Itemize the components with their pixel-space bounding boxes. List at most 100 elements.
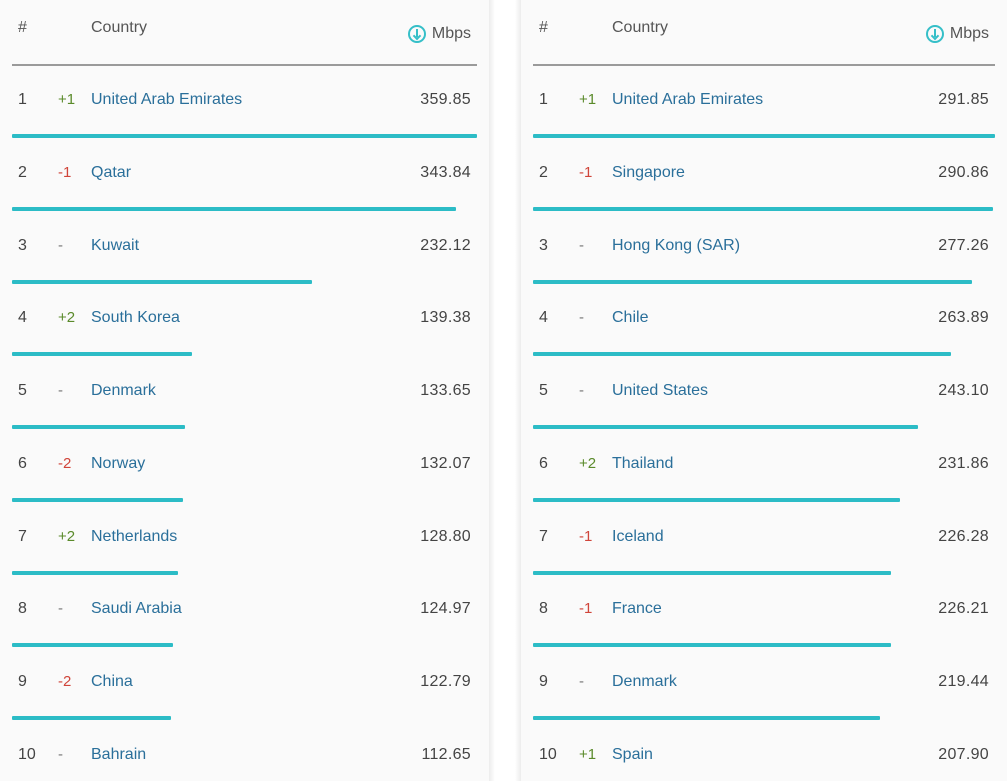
country-link[interactable]: Kuwait xyxy=(91,236,140,254)
table-row: 5 - Denmark 133.65 xyxy=(12,357,477,430)
speed-value-cell: 291.85 xyxy=(938,91,989,108)
country-column-header: Country xyxy=(91,19,148,36)
speed-bar xyxy=(533,134,995,138)
speed-value-cell: 122.79 xyxy=(420,673,471,690)
rank-cell: 5 xyxy=(18,382,27,399)
speed-bar xyxy=(12,643,173,648)
country-link[interactable]: France xyxy=(612,600,662,618)
speed-column-header[interactable]: Mbps xyxy=(925,25,989,43)
rank-column-header: # xyxy=(18,19,27,36)
rank-change-cell: - xyxy=(58,600,63,618)
speed-bar xyxy=(533,570,891,575)
country-link[interactable]: Netherlands xyxy=(91,527,178,545)
country-link[interactable]: Iceland xyxy=(612,527,664,545)
country-link[interactable]: Bahrain xyxy=(91,745,147,763)
rank-cell: 6 xyxy=(539,454,548,472)
rank-change-cell: +1 xyxy=(579,745,597,763)
speed-value-cell: 343.84 xyxy=(420,163,471,181)
country-link[interactable]: Singapore xyxy=(612,163,685,181)
rank-cell: 4 xyxy=(539,309,548,327)
speed-unit-label: Mbps xyxy=(431,25,471,42)
rank-change-cell: +1 xyxy=(579,91,597,108)
speed-bar xyxy=(533,425,918,429)
speed-bar xyxy=(533,497,900,502)
table-row: 9 -2 China 122.79 xyxy=(12,648,477,721)
speed-value-cell: 124.97 xyxy=(420,600,471,618)
rank-cell: 9 xyxy=(18,673,27,690)
rank-cell: 1 xyxy=(18,91,27,108)
speed-value-cell: 290.86 xyxy=(938,163,989,181)
country-link[interactable]: United Arab Emirates xyxy=(91,91,243,108)
table-row: 4 - Chile 263.89 xyxy=(533,284,995,357)
rank-change-cell: -2 xyxy=(58,454,72,472)
rank-change-cell: - xyxy=(58,236,63,254)
speed-value-cell: 132.07 xyxy=(420,454,471,472)
table-row: 9 - Denmark 219.44 xyxy=(533,648,995,721)
speed-bar xyxy=(12,134,477,138)
rank-change-cell: -1 xyxy=(579,527,593,545)
speed-unit-label: Mbps xyxy=(949,25,989,42)
ranking-rows: 1 +1 United Arab Emirates 359.85 2 -1 Qatar 343… xyxy=(12,66,477,781)
speed-value-cell: 232.12 xyxy=(420,236,471,254)
speed-value-cell: 277.26 xyxy=(938,236,989,254)
speed-value-cell: 231.86 xyxy=(938,454,989,472)
rank-change-cell: - xyxy=(579,236,584,254)
country-link[interactable]: Saudi Arabia xyxy=(91,600,182,618)
speed-bar xyxy=(533,352,951,357)
left-ranking-panel: # Country Mbps 1 +1 United Arab Emirates 35… xyxy=(0,0,489,781)
speed-bar xyxy=(533,279,972,284)
table-row: 10 +1 Spain 207.90 xyxy=(533,721,995,781)
table-row: 4 +2 South Korea 139.38 xyxy=(12,284,477,357)
rank-change-cell: -1 xyxy=(58,163,72,181)
speed-bar xyxy=(533,643,891,648)
rank-change-cell: - xyxy=(579,309,584,327)
country-link[interactable]: Norway xyxy=(91,454,146,472)
speed-bar xyxy=(12,570,178,575)
rank-cell: 10 xyxy=(18,745,36,763)
rank-cell: 2 xyxy=(18,163,27,181)
country-link[interactable]: Denmark xyxy=(91,382,156,399)
speed-value-cell: 139.38 xyxy=(420,309,471,327)
table-row: 6 +2 Thailand 231.86 xyxy=(533,430,995,503)
country-link[interactable]: China xyxy=(91,673,133,690)
country-link[interactable]: Hong Kong (SAR) xyxy=(612,236,741,254)
speed-bar xyxy=(12,352,192,357)
speed-bar xyxy=(12,716,171,720)
divider-shadow xyxy=(515,0,521,781)
speed-value-cell: 219.44 xyxy=(938,673,989,690)
rank-cell: 9 xyxy=(539,673,548,690)
country-link[interactable]: United Arab Emirates xyxy=(612,91,764,108)
panel-gutter xyxy=(489,0,521,781)
rank-cell: 8 xyxy=(18,600,27,618)
country-link[interactable]: Denmark xyxy=(612,673,677,690)
table-header: # Country Mbps xyxy=(533,0,995,66)
rank-change-cell: +2 xyxy=(579,454,597,472)
rank-change-cell: - xyxy=(58,382,63,399)
speed-value-cell: 263.89 xyxy=(938,309,989,327)
country-link[interactable]: United States xyxy=(612,382,709,399)
country-link[interactable]: South Korea xyxy=(91,309,180,327)
table-row: 3 - Kuwait 232.12 xyxy=(12,212,477,285)
table-row: 8 - Saudi Arabia 124.97 xyxy=(12,575,477,648)
speed-value-cell: 112.65 xyxy=(421,745,471,763)
speed-value-cell: 243.10 xyxy=(938,382,989,399)
rank-change-cell: +2 xyxy=(58,527,76,545)
rank-change-cell: -2 xyxy=(58,673,72,690)
table-row: 1 +1 United Arab Emirates 291.85 xyxy=(533,66,995,139)
country-link[interactable]: Chile xyxy=(612,309,649,327)
speed-column-header[interactable]: Mbps xyxy=(407,25,471,43)
rank-change-cell: +1 xyxy=(58,91,76,108)
table-row: 5 - United States 243.10 xyxy=(533,357,995,430)
country-link[interactable]: Thailand xyxy=(612,454,674,472)
speed-bar xyxy=(12,206,456,211)
table-header: # Country Mbps xyxy=(12,0,477,66)
country-link[interactable]: Qatar xyxy=(91,163,132,181)
speed-bar xyxy=(12,425,185,429)
speed-value-cell: 359.85 xyxy=(420,91,471,108)
country-link[interactable]: Spain xyxy=(612,745,653,763)
speed-bar xyxy=(533,206,993,211)
rank-cell: 2 xyxy=(539,163,548,181)
rank-cell: 7 xyxy=(539,527,548,545)
table-row: 2 -1 Qatar 343.84 xyxy=(12,139,477,212)
rank-cell: 7 xyxy=(18,527,27,545)
